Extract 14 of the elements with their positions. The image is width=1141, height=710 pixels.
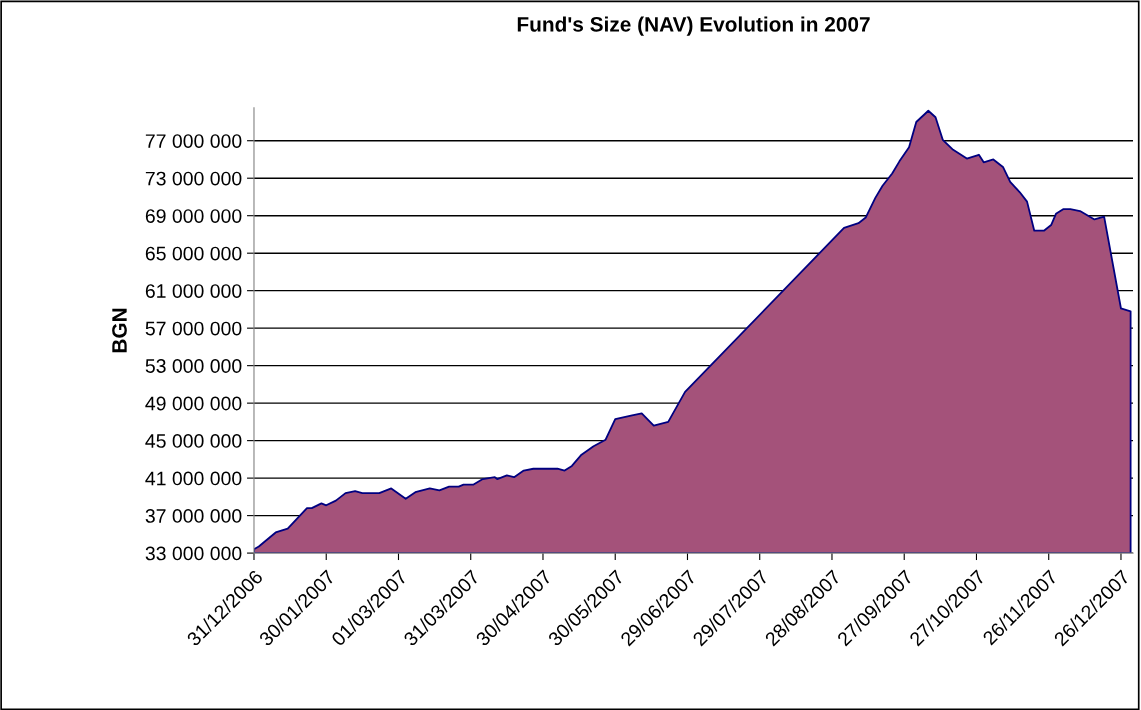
y-tick-label: 41 000 000 — [145, 471, 242, 486]
y-tick-label: 73 000 000 — [145, 171, 242, 186]
y-tick-label: 49 000 000 — [145, 396, 242, 411]
y-tick-label: 57 000 000 — [145, 321, 242, 336]
y-tick-label: 37 000 000 — [145, 509, 242, 523]
y-tick-label: 33 000 000 — [145, 546, 242, 561]
y-tick-label: 77 000 000 — [145, 134, 242, 148]
y-tick-label: 69 000 000 — [145, 209, 242, 223]
y-tick-label: 61 000 000 — [145, 284, 242, 298]
y-axis-title: BGN — [112, 308, 127, 353]
chart-title: Fund's Size (NAV) Evolution in 2007 — [517, 16, 870, 36]
y-tick-label: 53 000 000 — [145, 359, 242, 373]
y-tick-label: 45 000 000 — [145, 434, 242, 448]
y-tick-label: 65 000 000 — [145, 246, 242, 261]
